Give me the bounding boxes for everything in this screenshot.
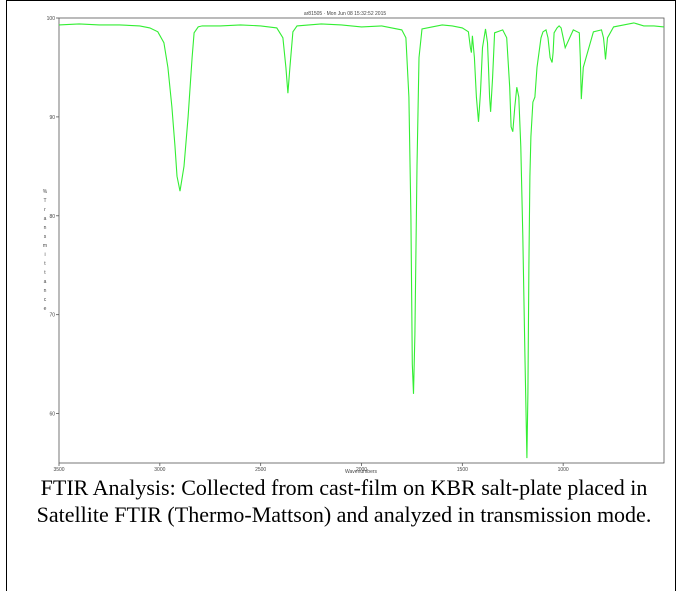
y-axis-label-char: m xyxy=(43,243,47,249)
y-axis-label-char: t xyxy=(44,261,46,267)
y-axis-label-char: T xyxy=(43,198,46,204)
y-axis-label-char: n xyxy=(44,288,47,294)
plot-frame xyxy=(58,17,665,464)
y-axis-label-char: % xyxy=(43,189,48,195)
y-tick-label: 100 xyxy=(47,16,56,22)
ftir-chart: ar81505 · Mon Jun 08 15:32:52 2015 100 90… xyxy=(43,11,665,475)
y-axis-label-char: c xyxy=(44,297,47,303)
y-axis-label-char: n xyxy=(44,225,47,231)
x-axis: 3500 3000 2500 2000 1500 1000 xyxy=(53,463,569,473)
y-tick-label: 70 xyxy=(49,313,55,319)
y-tick-label: 80 xyxy=(49,214,55,220)
x-tick-label: 1500 xyxy=(457,467,468,473)
y-tick-label: 60 xyxy=(49,412,55,418)
chart-title: ar81505 · Mon Jun 08 15:32:52 2015 xyxy=(304,11,387,17)
y-axis: 100 90 80 70 60 xyxy=(47,16,59,418)
x-axis-label: Wavenumbers xyxy=(345,469,378,475)
x-tick-label: 1000 xyxy=(558,467,569,473)
y-axis-label-char: a xyxy=(44,279,47,285)
y-axis-label-char: s xyxy=(44,234,47,240)
x-tick-label: 3500 xyxy=(53,467,64,473)
figure-caption: FTIR Analysis: Collected from cast-film … xyxy=(36,475,652,527)
y-axis-label-char: t xyxy=(44,270,46,276)
y-tick-label: 90 xyxy=(49,115,55,121)
y-axis-label-char: e xyxy=(44,306,47,312)
x-tick-label: 3000 xyxy=(154,467,165,473)
transmittance-line xyxy=(58,22,665,459)
x-tick-label: 2000 xyxy=(356,467,367,473)
figure-cell: ar81505 · Mon Jun 08 15:32:52 2015 100 90… xyxy=(6,0,676,591)
y-axis-label-char: i xyxy=(44,252,45,258)
y-axis-label-char: a xyxy=(44,216,47,222)
x-tick-label: 2500 xyxy=(255,467,266,473)
y-axis-label-char: r xyxy=(44,207,46,213)
